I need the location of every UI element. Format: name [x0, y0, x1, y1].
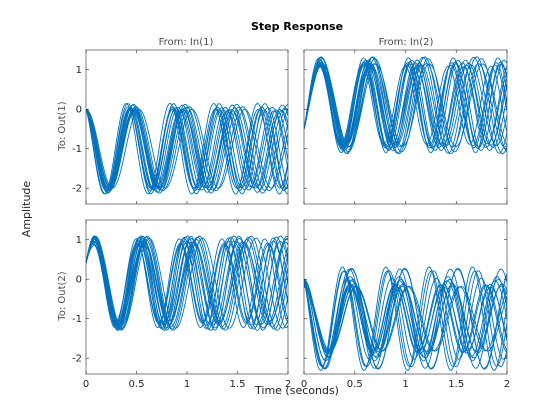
response-line: [86, 243, 288, 323]
y-tick-label: 0: [76, 105, 82, 116]
x-tick-label: 0: [301, 379, 307, 390]
response-line: [304, 268, 507, 369]
response-line: [86, 109, 288, 188]
x-tick-label: 0.5: [129, 379, 145, 390]
response-line: [86, 237, 288, 330]
response-line: [304, 65, 507, 145]
subplot-1: -2 -1 0 1: [72, 49, 289, 205]
response-line: [86, 236, 288, 330]
response-line: [304, 266, 507, 372]
response-line: [86, 235, 288, 331]
response-line: [304, 270, 507, 368]
subplot-grid: -2 -1 0 1 0 0.5 1 1.5 2 -2 -1 0 1 0 0.5 1 1.5 2: [72, 49, 510, 390]
y-tick-label: -2: [72, 184, 82, 195]
y-tick-label: -1: [72, 314, 82, 325]
x-tick-label: 2: [504, 379, 510, 390]
x-tick-label: 1: [184, 379, 190, 390]
response-line: [86, 108, 288, 189]
response-curves: [86, 235, 288, 331]
x-tick-label: 0: [83, 379, 89, 390]
response-line: [304, 57, 507, 154]
column-label-in2: From: In(2): [379, 37, 434, 48]
y-axis-label: Amplitude: [20, 181, 33, 238]
response-line: [304, 66, 507, 145]
figure-title: Step Response: [251, 20, 343, 33]
response-line: [304, 277, 507, 360]
subplot-3: 0 0.5 1 1.5 2 -2 -1 0 1: [72, 219, 291, 390]
response-line: [304, 280, 507, 358]
response-line: [304, 284, 507, 354]
response-line: [304, 270, 507, 367]
response-line: [304, 63, 507, 148]
x-tick-label: 2: [285, 379, 291, 390]
response-line: [86, 240, 288, 326]
response-curves: [304, 266, 507, 372]
y-tick-label: 0: [76, 275, 82, 286]
y-tick-label: 1: [76, 235, 82, 246]
response-line: [304, 278, 507, 359]
response-line: [304, 62, 507, 149]
response-line: [86, 104, 288, 193]
x-tick-label: 0.5: [347, 379, 363, 390]
y-tick-label: -2: [72, 354, 82, 365]
column-label-in1: From: In(1): [159, 37, 214, 48]
response-line: [86, 109, 288, 189]
x-tick-label: 1.5: [230, 379, 246, 390]
subplot-4: 0 0.5 1 1.5 2: [301, 219, 510, 390]
response-line: [86, 238, 288, 329]
row-label-out2: To: Out(2): [57, 271, 68, 321]
response-line: [304, 63, 507, 148]
subplot-2: [303, 49, 508, 205]
response-line: [304, 286, 507, 351]
response-line: [304, 62, 507, 149]
x-tick-label: 1: [402, 379, 408, 390]
response-line: [86, 110, 288, 188]
response-curves: [304, 56, 507, 155]
response-line: [86, 102, 288, 195]
response-line: [86, 108, 288, 189]
x-tick-label: 1.5: [448, 379, 464, 390]
y-tick-label: -1: [72, 144, 82, 155]
row-label-out1: To: Out(1): [57, 101, 68, 151]
x-axis-label: Time (seconds): [254, 384, 339, 397]
response-line: [304, 64, 507, 147]
response-curves: [86, 102, 288, 195]
response-line: [304, 56, 507, 155]
y-tick-label: 1: [76, 65, 82, 76]
